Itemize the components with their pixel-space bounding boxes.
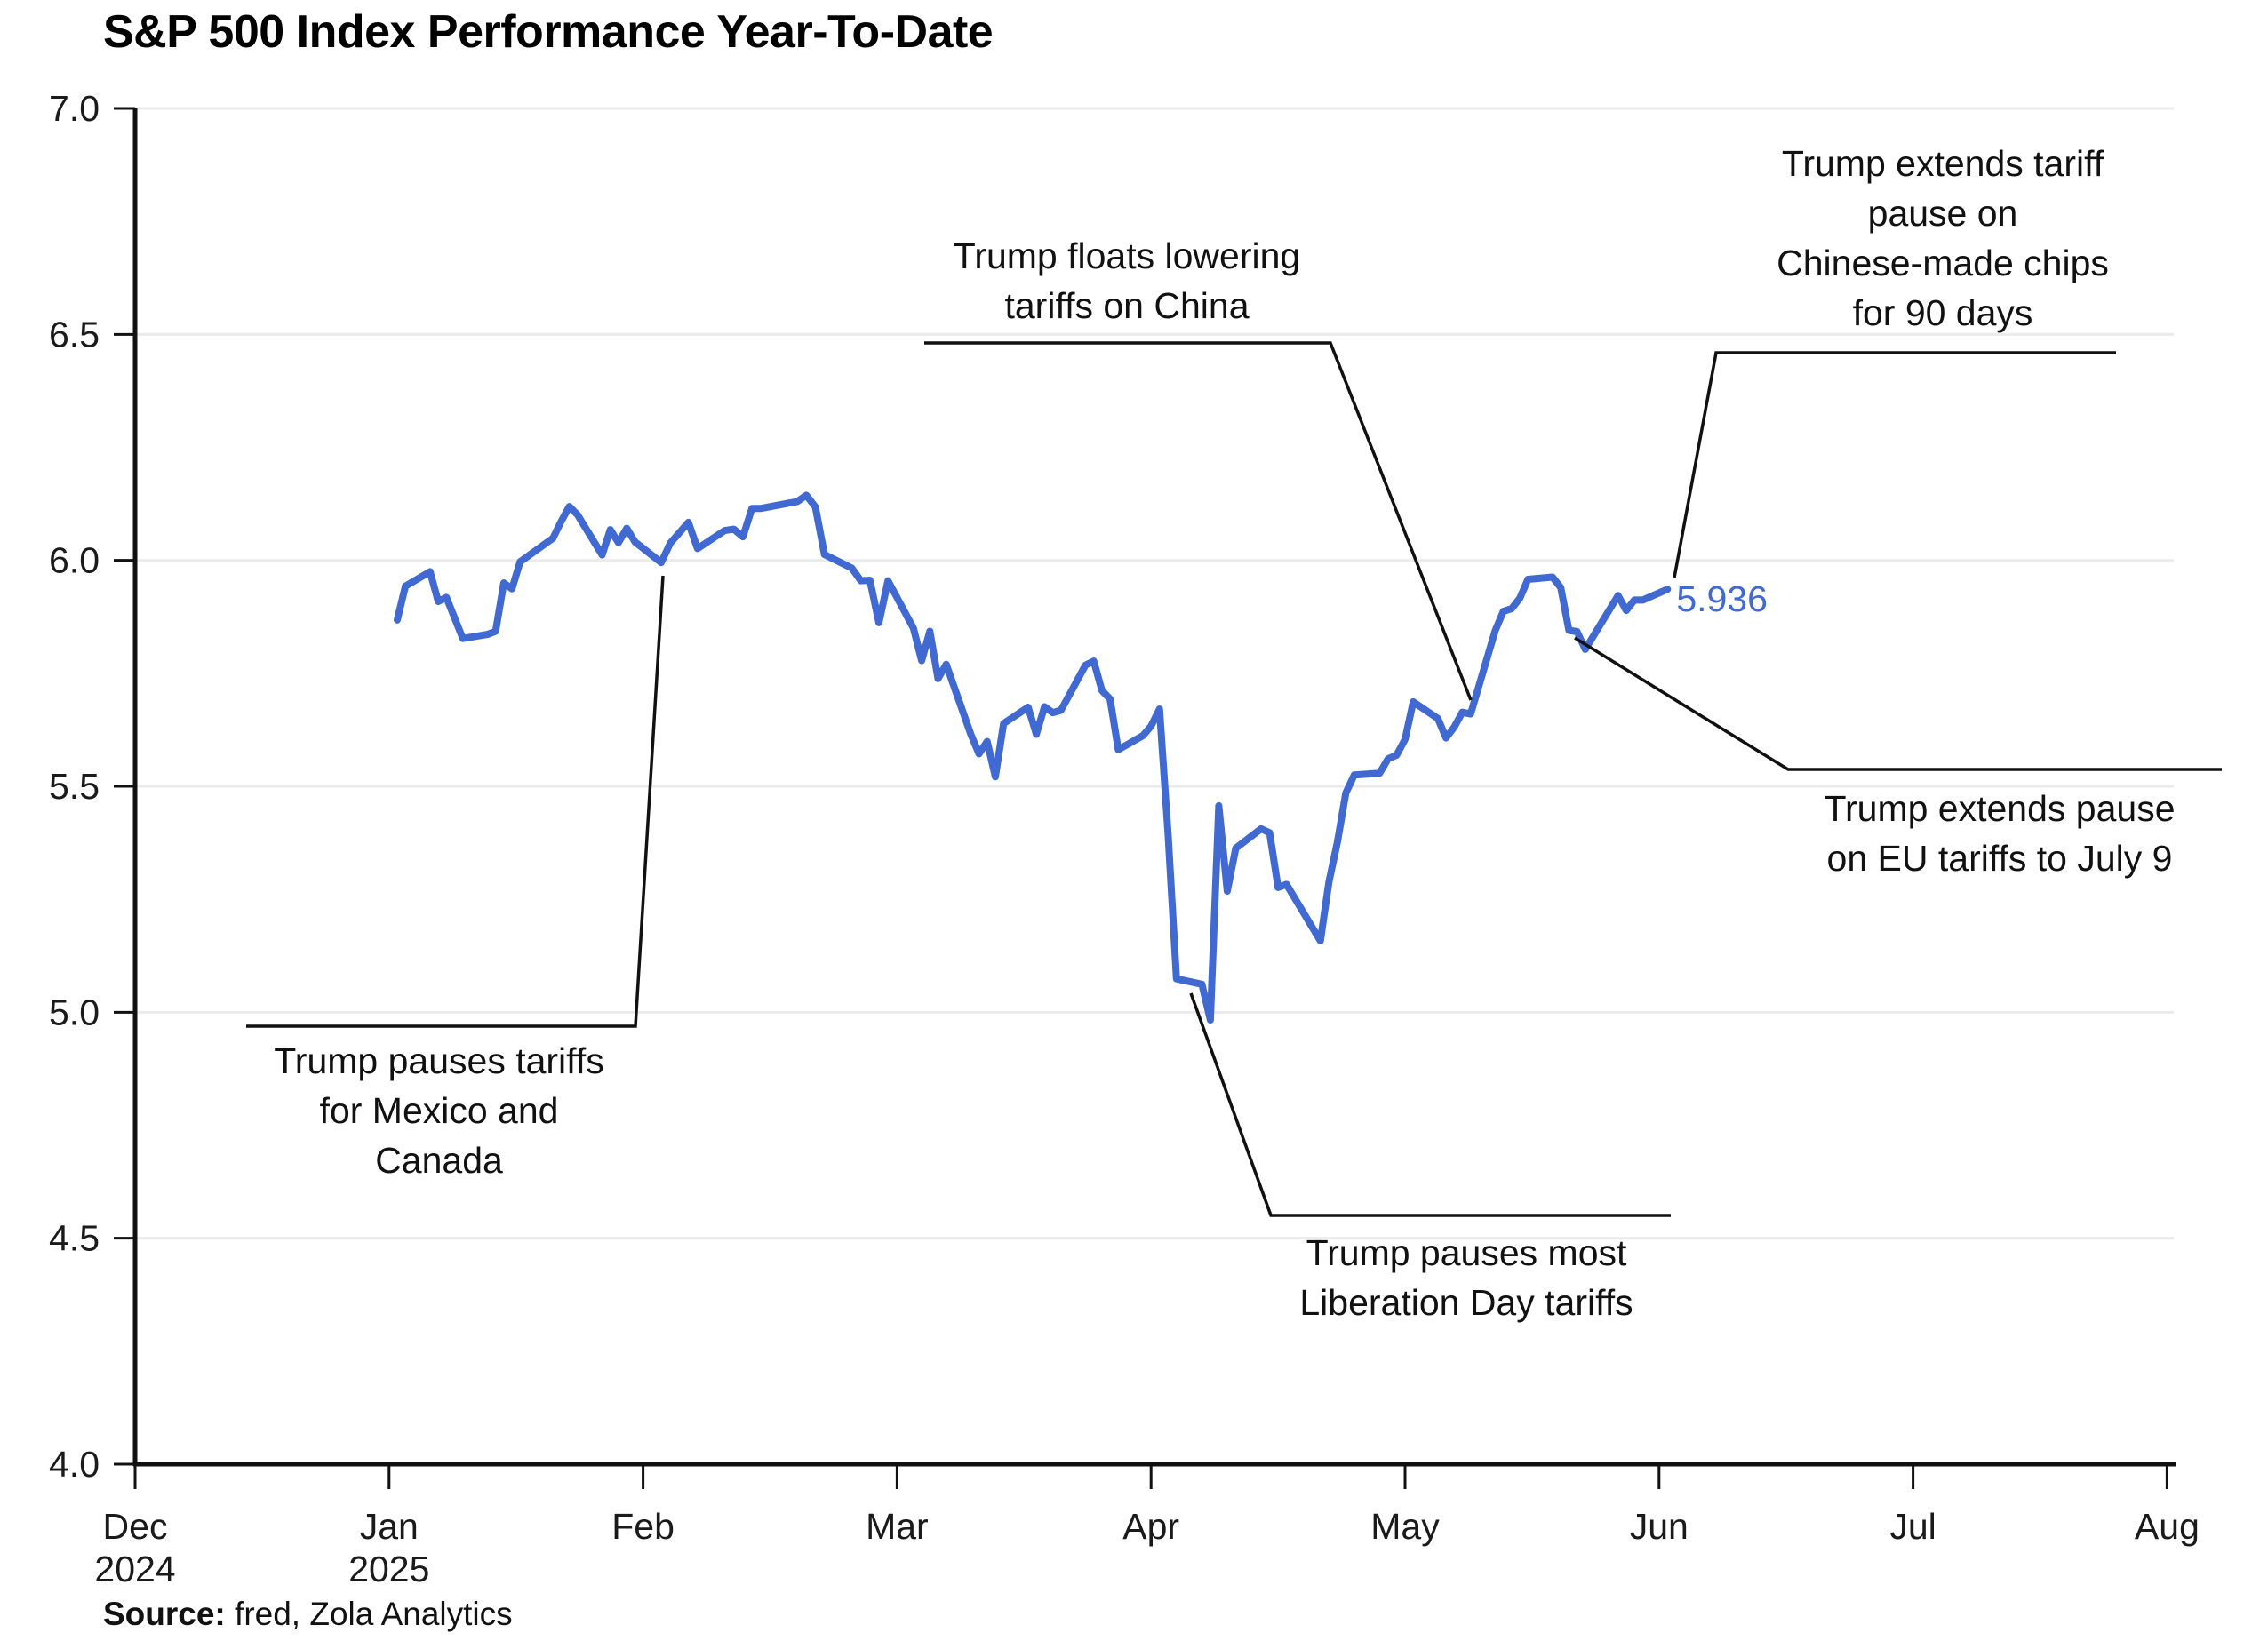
y-tick-label: 6.5 [49,314,100,354]
y-tick-label: 7.0 [49,88,100,129]
annotation-text-line: Trump floats lowering [953,235,1301,276]
x-tick-sublabel: 2024 [94,1549,175,1589]
annotation-leader-chips [1673,351,2116,578]
annotation-leader-china [924,341,1473,701]
x-tick-label: Aug [2135,1506,2200,1547]
sp500-line [394,491,1672,1024]
annotation-leader-liberation [1189,992,1671,1217]
annotation-text-line: Trump pauses most [1306,1232,1627,1273]
annotation-text-line: Liberation Day tariffs [1299,1282,1633,1323]
end-value-label: 5.936 [1676,578,1768,619]
y-tick-label: 5.5 [49,766,100,807]
annotation-mexico-canada: Trump pauses tariffs for Mexico and Cana… [274,1036,603,1185]
x-tick-label: Feb [611,1506,675,1547]
source-label: Source: [103,1596,226,1632]
y-tick-label: 4.0 [49,1444,100,1485]
x-tick-label: Apr [1122,1506,1179,1547]
x-tick-sublabel: 2025 [348,1549,429,1589]
x-tick-label: Dec [103,1506,168,1547]
annotation-eu-tariffs: Trump extends pause on EU tariffs to Jul… [1824,784,2175,883]
annotation-text-line: pause on [1867,193,2018,234]
chart-title: S&P 500 Index Performance Year-To-Date [103,6,994,58]
annotation-chip-pause: Trump extends tariff pause on Chinese-ma… [1777,139,2109,338]
annotation-text-line: on EU tariffs to July 9 [1826,838,2173,879]
y-tick-label: 5.0 [49,992,100,1032]
annotation-text-line: Trump pauses tariffs [274,1040,604,1081]
source-caption: Source: fred, Zola Analytics [103,1596,513,1633]
x-tick-label: May [1370,1506,1440,1547]
source-text: fred, Zola Analytics [225,1596,513,1632]
annotation-text-line: Trump extends pause [1824,788,2176,829]
annotation-text-line: Canada [375,1140,503,1181]
annotation-text-line: Trump extends tariff [1781,143,2104,184]
x-tick-label: Mar [866,1506,929,1547]
annotation-text-line: for Mexico and [319,1090,559,1131]
x-tick-label: Jun [1630,1506,1689,1547]
annotation-text-line: for 90 days [1852,292,2033,333]
annotation-leader-mexico [246,575,665,1028]
annotation-text-line: tariffs on China [1004,285,1250,326]
annotation-leader-eu [1574,636,2222,771]
y-tick-label: 6.0 [49,540,100,581]
annotation-china-tariffs: Trump floats lowering tariffs on China [954,231,1300,331]
y-tick-label: 4.5 [49,1218,100,1259]
annotation-text-line: Chinese-made chips [1777,243,2109,283]
annotation-liberation-day: Trump pauses most Liberation Day tariffs [1299,1228,1633,1327]
x-tick-label: Jan [360,1506,419,1547]
x-tick-label: Jul [1889,1506,1936,1547]
